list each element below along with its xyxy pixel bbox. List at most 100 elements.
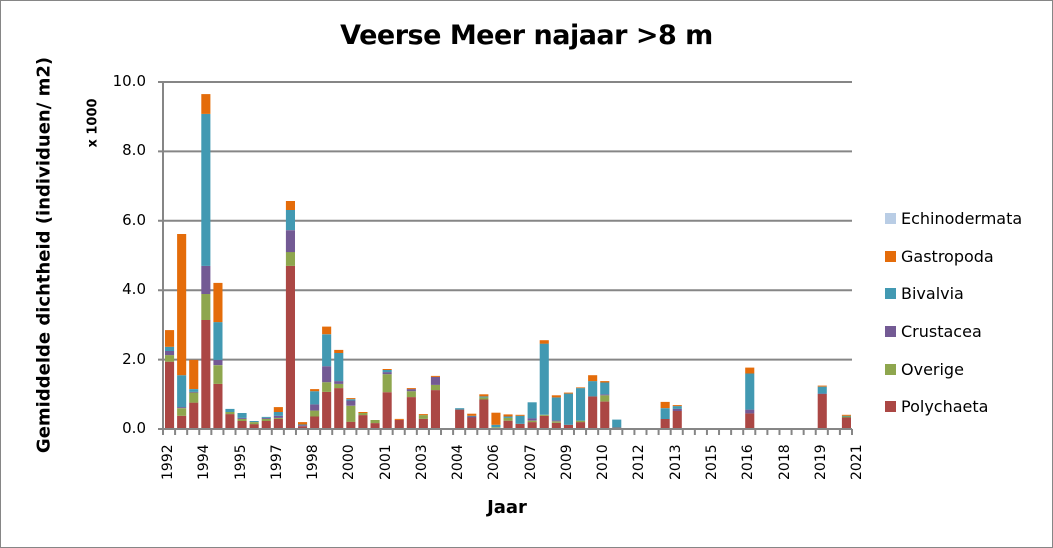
bar-segment-bivalvia	[346, 399, 356, 401]
bar-segment-bivalvia	[382, 370, 392, 373]
y-tick-label: 10.0	[112, 72, 146, 90]
bar-segment-overige	[551, 421, 561, 423]
bar-segment-overige	[576, 420, 586, 423]
bar-segment-bivalvia	[672, 406, 682, 409]
bar-segment-polychaeta	[479, 399, 489, 429]
bar-segment-polychaeta	[563, 424, 573, 429]
legend-swatch-icon	[885, 250, 896, 262]
bar-segment-polychaeta	[346, 421, 356, 429]
bar-segment-polychaeta	[418, 418, 428, 429]
bar-segment-overige	[225, 412, 235, 415]
bar-segment-bivalvia	[310, 391, 320, 405]
bar-segment-overige	[491, 427, 501, 428]
bar-segment-polychaeta	[841, 417, 851, 429]
bar-segment-bivalvia	[213, 322, 223, 360]
bar-segment-polychaeta	[261, 421, 271, 429]
bar-segment-gastropoda	[745, 367, 755, 374]
bar-segment-gastropoda	[285, 201, 295, 210]
bar-segment-bivalvia	[189, 389, 199, 392]
legend-label: Echinodermata	[901, 209, 1023, 229]
bar-segment-gastropoda	[672, 405, 682, 407]
bar-segment-bivalvia	[165, 346, 175, 351]
bar-segment-gastropoda	[600, 381, 610, 383]
bar-segment-gastropoda	[310, 389, 320, 392]
bar-segment-overige	[479, 397, 489, 400]
bar-segment-bivalvia	[503, 416, 513, 418]
bar-segment-gastropoda	[346, 398, 356, 400]
legend: Echinodermata Gastropoda Bivalvia Crustacea…	[885, 200, 1022, 426]
bar-segment-crustacea	[273, 415, 283, 418]
y-tick-label: 0.0	[122, 419, 146, 437]
bar-segment-polychaeta	[745, 413, 755, 429]
bar-segment-overige	[418, 415, 428, 419]
bar-segment-overige	[527, 420, 537, 423]
bar-segment-polychaeta	[310, 416, 320, 429]
bar-segment-bivalvia	[322, 334, 332, 367]
bar-segment-crustacea	[334, 381, 344, 384]
bar-segment-gastropoda	[382, 369, 392, 370]
legend-swatch-icon	[885, 213, 896, 225]
legend-swatch-icon	[885, 326, 896, 338]
bar-segment-overige	[539, 414, 549, 416]
legend-swatch-icon	[885, 401, 896, 413]
legend-label: Gastropoda	[901, 246, 994, 266]
bar-segment-polychaeta	[225, 414, 235, 429]
bar-segment-overige	[201, 294, 211, 320]
bar-segment-polychaeta	[467, 417, 477, 429]
bar-segment-polychaeta	[394, 420, 404, 429]
bar-segment-gastropoda	[576, 387, 586, 389]
bar-segment-crustacea	[745, 409, 755, 414]
bar-segment-overige	[600, 395, 610, 402]
bar-segment-crustacea	[600, 394, 610, 396]
bar-segment-gastropoda	[213, 282, 223, 323]
bar-segment-overige	[213, 365, 223, 384]
legend-label: Bivalvia	[901, 284, 964, 304]
bar-segment-gastropoda	[322, 326, 332, 335]
legend-label: Crustacea	[901, 322, 982, 342]
bar-segment-polychaeta	[430, 390, 440, 429]
bar-segment-bivalvia	[612, 419, 622, 428]
bar-segment-crustacea	[346, 400, 356, 406]
bar-segment-overige	[322, 382, 332, 392]
bar-segment-gastropoda	[467, 413, 477, 416]
bar-segment-gastropoda	[503, 414, 513, 417]
bar-segment-gastropoda	[201, 94, 211, 114]
bar-segment-crustacea	[261, 417, 271, 419]
bar-segment-overige	[285, 252, 295, 266]
bar-segment-polychaeta	[660, 418, 670, 429]
bar-segment-crustacea	[285, 230, 295, 253]
bar-segment-crustacea	[213, 359, 223, 366]
y-tick-label: 2.0	[122, 349, 146, 368]
bar-segment-bivalvia	[225, 408, 235, 412]
bar-segment-polychaeta	[455, 409, 465, 429]
bar-segment-polychaeta	[201, 320, 211, 429]
bar-segment-bivalvia	[249, 421, 259, 422]
bar-segment-crustacea	[189, 391, 199, 393]
y-tick-label: 6.0	[122, 210, 146, 229]
bar-segment-polychaeta	[503, 420, 513, 429]
legend-item-overige: Overige	[885, 350, 1022, 388]
bar-segment-overige	[503, 417, 513, 421]
bar-segment-crustacea	[672, 408, 682, 411]
bar-segment-overige	[177, 408, 187, 416]
bar-segment-gastropoda	[515, 414, 525, 416]
bar-segment-gastropoda	[817, 385, 827, 387]
bar-segment-overige	[334, 383, 344, 389]
bar-segment-bivalvia	[539, 343, 549, 415]
bar-segment-polychaeta	[527, 422, 537, 429]
bar-segment-gastropoda	[563, 392, 573, 394]
bar-segment-polychaeta	[249, 424, 259, 429]
y-tick-label: 4.0	[122, 280, 146, 299]
bar-segment-crustacea	[817, 393, 827, 395]
bar-segment-crustacea	[237, 417, 247, 419]
legend-label: Polychaeta	[901, 397, 989, 417]
bar-segment-gastropoda	[177, 234, 187, 376]
bar-segment-polychaeta	[576, 422, 586, 429]
bar-segment-gastropoda	[165, 330, 175, 347]
bar-segment-overige	[430, 384, 440, 391]
bar-segment-bivalvia	[285, 210, 295, 231]
bar-segment-bivalvia	[588, 381, 598, 397]
bar-segment-polychaeta	[334, 388, 344, 429]
bar-segment-bivalvia	[334, 353, 344, 382]
